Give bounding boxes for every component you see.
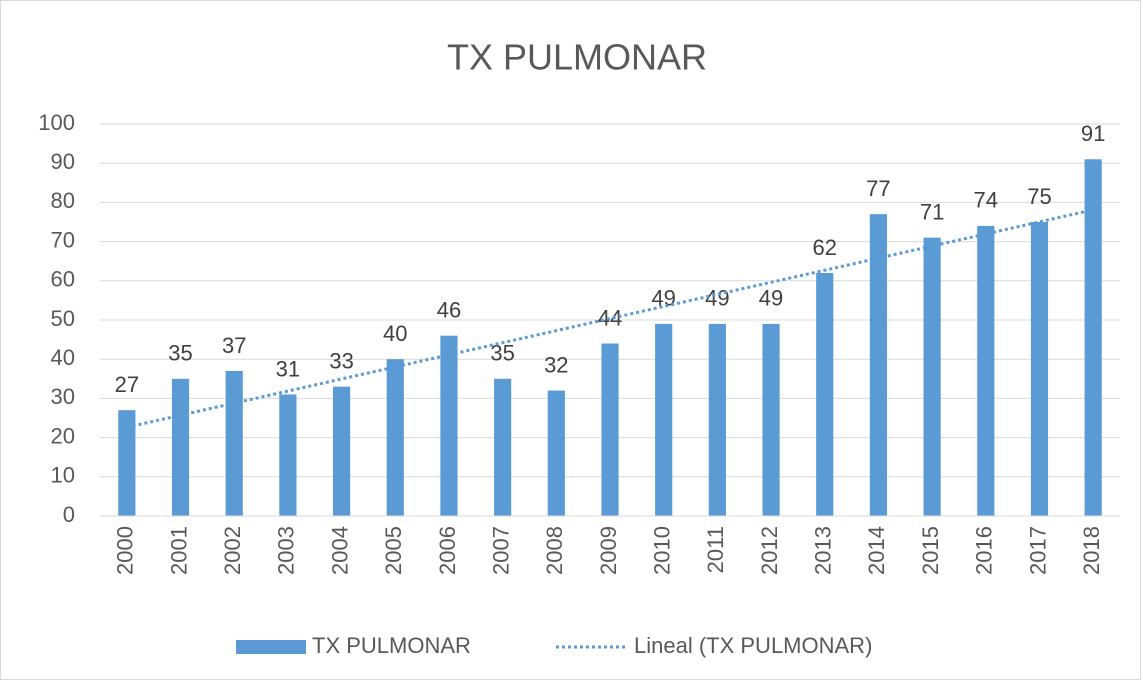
data-label: 49 — [651, 286, 675, 311]
data-label: 91 — [1081, 121, 1105, 146]
y-tick-label: 50 — [51, 306, 75, 331]
y-tick-label: 0 — [63, 502, 75, 527]
bar — [386, 359, 404, 516]
data-label: 62 — [812, 235, 836, 260]
bar — [977, 225, 995, 517]
x-tick-label: 2016 — [972, 526, 997, 575]
y-tick-label: 20 — [51, 423, 75, 448]
data-label: 77 — [866, 176, 890, 201]
bar — [869, 214, 888, 516]
y-tick-label: 10 — [51, 463, 75, 488]
legend-swatch — [236, 640, 306, 654]
bar — [1030, 222, 1049, 516]
x-tick-label: 2015 — [918, 526, 943, 575]
bar — [1084, 159, 1102, 516]
bar — [118, 410, 136, 516]
bar — [171, 378, 190, 516]
bar — [332, 386, 351, 516]
y-tick-label: 40 — [51, 345, 75, 370]
data-label: 35 — [168, 341, 192, 366]
bar — [816, 272, 834, 516]
bar — [601, 343, 619, 516]
y-tick-label: 60 — [51, 267, 75, 292]
data-label: 74 — [974, 188, 998, 213]
data-label: 71 — [920, 199, 944, 224]
y-tick-label: 80 — [51, 188, 75, 213]
data-label: 33 — [329, 348, 353, 373]
bar — [279, 394, 297, 516]
data-label: 46 — [437, 297, 461, 322]
x-tick-label: 2004 — [327, 526, 352, 575]
bar — [440, 335, 458, 516]
bar — [225, 370, 243, 516]
x-tick-label: 2009 — [596, 526, 621, 575]
x-tick-label: 2018 — [1079, 526, 1104, 575]
data-label: 49 — [705, 286, 729, 311]
data-label: 31 — [276, 356, 300, 381]
y-tick-label: 30 — [51, 384, 75, 409]
x-tick-label: 2017 — [1025, 526, 1050, 575]
legend-label: TX PULMONAR — [312, 633, 471, 658]
x-tick-label: 2007 — [488, 526, 513, 575]
data-label: 75 — [1027, 184, 1051, 209]
x-tick-label: 2005 — [381, 526, 406, 575]
x-tick-label: 2003 — [274, 526, 299, 575]
data-label: 49 — [759, 286, 783, 311]
data-label: 35 — [490, 341, 514, 366]
chart-title: TX PULMONAR — [447, 37, 707, 78]
bar — [923, 237, 941, 516]
data-label: 27 — [115, 372, 139, 397]
data-label: 40 — [383, 321, 407, 346]
bar — [655, 323, 673, 516]
data-label: 44 — [598, 305, 622, 330]
legend-label: Lineal (TX PULMONAR) — [634, 633, 872, 658]
bar — [547, 390, 565, 516]
bar — [708, 323, 726, 516]
x-tick-label: 2000 — [113, 526, 138, 575]
x-tick-label: 2013 — [811, 526, 836, 575]
x-tick-label: 2012 — [757, 526, 782, 575]
y-tick-label: 100 — [38, 110, 75, 135]
x-tick-label: 2010 — [649, 526, 674, 575]
data-label: 37 — [222, 333, 246, 358]
x-tick-label: 2001 — [166, 526, 191, 575]
x-tick-label: 2002 — [220, 526, 245, 575]
y-tick-label: 90 — [51, 149, 75, 174]
bar — [762, 323, 780, 516]
y-tick-label: 70 — [51, 227, 75, 252]
x-tick-label: 2011 — [703, 526, 728, 573]
x-tick-label: 2006 — [435, 526, 460, 575]
bar — [494, 378, 512, 516]
data-label: 32 — [544, 352, 568, 377]
x-tick-label: 2008 — [542, 526, 567, 575]
x-tick-label: 2014 — [864, 526, 889, 575]
